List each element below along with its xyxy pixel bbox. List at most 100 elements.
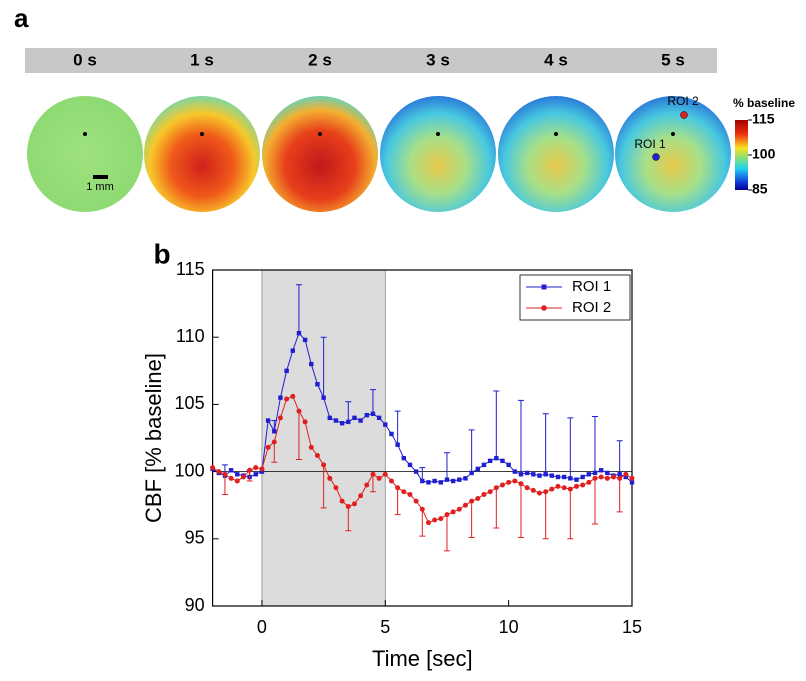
y-tick-label: 95 [185, 528, 205, 548]
colorbar-tick-label: 100 [752, 146, 776, 162]
point [376, 415, 382, 421]
error-bar [345, 506, 352, 532]
point [586, 472, 592, 477]
y-axis-label: CBF [% baseline] [141, 353, 166, 523]
point [277, 415, 283, 421]
point [512, 478, 518, 484]
error-bar [591, 478, 598, 525]
point [259, 466, 265, 472]
error-bar [394, 487, 401, 516]
point [518, 472, 524, 477]
point [567, 486, 573, 492]
error-bar [221, 474, 228, 495]
point [358, 418, 363, 423]
heatmap [144, 96, 260, 212]
point [598, 468, 604, 473]
point [512, 469, 518, 474]
time-label: 5 s [661, 50, 685, 69]
point [420, 478, 425, 484]
point [247, 467, 253, 473]
point [401, 455, 406, 461]
center-dot [671, 132, 675, 136]
center-dot [200, 132, 204, 136]
point [383, 422, 388, 427]
point [592, 475, 598, 481]
error-bar [443, 514, 450, 552]
point [358, 493, 364, 499]
point [339, 498, 345, 504]
point [352, 415, 357, 421]
point [278, 395, 283, 400]
point [413, 469, 419, 474]
point [272, 429, 277, 434]
point [284, 368, 289, 373]
point [333, 485, 339, 491]
error-bar [345, 401, 352, 422]
error-bar [591, 415, 598, 473]
error-bar [320, 336, 327, 398]
point [555, 483, 561, 489]
heatmaps: 1 mm ROI 1 ROI 2 [27, 94, 731, 212]
y-tick-label: 90 [185, 595, 205, 615]
point [290, 393, 296, 399]
roi-marker [652, 153, 660, 161]
roi-label: ROI 1 [634, 137, 666, 151]
colorbar-title: % baseline [733, 96, 795, 110]
point [370, 471, 376, 477]
point [469, 470, 474, 476]
point [259, 469, 265, 474]
point [518, 481, 524, 487]
point [389, 431, 394, 437]
error-bar [320, 464, 327, 509]
error-bar [517, 399, 524, 475]
point [345, 504, 351, 510]
point [586, 479, 592, 485]
point [623, 474, 629, 480]
point [432, 478, 437, 484]
error-bar [369, 389, 376, 414]
point [432, 517, 438, 523]
x-tick-label: 10 [499, 617, 519, 637]
point [555, 474, 561, 480]
point [339, 421, 345, 426]
point [234, 478, 240, 484]
point [388, 478, 394, 484]
point [302, 419, 308, 425]
time-header [25, 48, 717, 73]
heatmap [27, 96, 143, 212]
point [426, 480, 431, 485]
point [610, 474, 616, 480]
point [493, 485, 499, 491]
point [536, 490, 542, 496]
panel-label: b [153, 238, 170, 269]
point [475, 495, 481, 501]
point [253, 465, 259, 471]
heatmap [615, 96, 731, 212]
point [462, 502, 468, 508]
point [537, 473, 542, 478]
point [296, 330, 302, 336]
error-bar [295, 411, 302, 461]
legend-label: ROI 1 [572, 278, 611, 295]
error-bar [468, 429, 475, 473]
time-label: 1 s [190, 50, 214, 69]
point [395, 485, 401, 491]
error-bar [616, 478, 623, 513]
center-dot [436, 132, 440, 136]
point [438, 480, 444, 485]
point [425, 520, 431, 526]
point [543, 472, 548, 477]
time-label: 3 s [426, 50, 450, 69]
point [444, 477, 450, 482]
point [463, 476, 468, 481]
point [333, 418, 339, 423]
colorbar-tick-label: 115 [752, 111, 775, 127]
y-tick-label: 100 [175, 460, 205, 480]
heatmap [380, 96, 496, 212]
point [561, 485, 567, 491]
point [376, 475, 382, 481]
point [629, 475, 635, 481]
error-bar [542, 491, 549, 540]
point [580, 482, 586, 488]
y-tick-label: 105 [175, 393, 205, 413]
